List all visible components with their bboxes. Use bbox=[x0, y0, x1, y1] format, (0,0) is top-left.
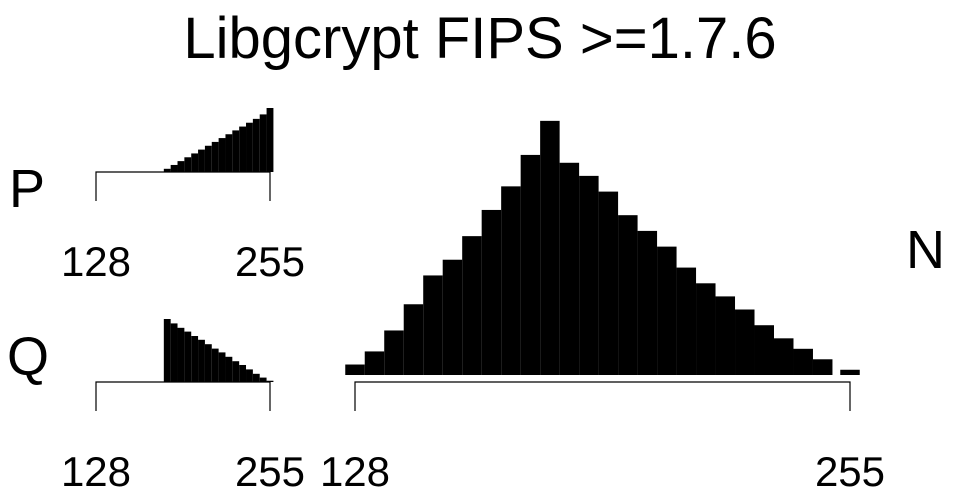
n-bar bbox=[501, 186, 521, 375]
q-bar bbox=[239, 364, 247, 382]
p-axis bbox=[95, 171, 271, 201]
n-bar bbox=[462, 236, 482, 375]
n-bar bbox=[657, 246, 677, 375]
p-bar bbox=[252, 118, 260, 172]
p-bar bbox=[170, 164, 178, 172]
p-bar bbox=[211, 141, 219, 172]
q-panel-label: Q bbox=[7, 327, 49, 387]
p-bar bbox=[177, 161, 185, 172]
n-bar bbox=[540, 120, 560, 375]
p-bar bbox=[218, 138, 226, 172]
q-bar bbox=[191, 336, 199, 382]
q-bar bbox=[177, 327, 185, 382]
n-bar bbox=[598, 191, 619, 375]
n-bar bbox=[520, 154, 541, 375]
p-bar bbox=[184, 157, 192, 172]
q-axis bbox=[95, 381, 271, 411]
n-bar bbox=[637, 230, 658, 375]
q-bar bbox=[225, 356, 233, 382]
q-bar bbox=[218, 352, 226, 382]
p-bar bbox=[198, 149, 205, 172]
n-bar bbox=[696, 283, 716, 375]
n-bar bbox=[754, 325, 774, 375]
q-bar bbox=[246, 369, 253, 382]
p-bar bbox=[232, 130, 240, 172]
n-bar bbox=[345, 364, 365, 375]
n-bar bbox=[364, 351, 385, 375]
p-tick-min: 128 bbox=[61, 238, 131, 285]
n-bar bbox=[618, 215, 638, 375]
n-bar bbox=[423, 275, 443, 375]
n-bar bbox=[840, 369, 860, 375]
n-tick-min: 128 bbox=[320, 448, 390, 495]
q-bar bbox=[163, 319, 171, 382]
p-bar bbox=[239, 126, 247, 172]
q-bar bbox=[170, 323, 178, 382]
q-bar bbox=[232, 361, 240, 382]
p-bar bbox=[191, 153, 199, 172]
p-bar bbox=[163, 168, 171, 172]
n-bar bbox=[676, 267, 697, 375]
n-tick-max: 255 bbox=[815, 448, 885, 495]
p-bar bbox=[259, 114, 267, 172]
n-bar bbox=[579, 175, 599, 375]
q-bar bbox=[198, 339, 205, 382]
n-bar bbox=[735, 309, 755, 375]
n-bar bbox=[793, 348, 813, 375]
p-bar bbox=[225, 134, 233, 172]
q-bar bbox=[259, 377, 267, 382]
n-bar bbox=[812, 359, 833, 375]
n-bar bbox=[715, 296, 736, 375]
q-bar bbox=[184, 331, 192, 382]
p-histogram bbox=[163, 108, 274, 172]
q-histogram bbox=[163, 319, 274, 382]
p-bar bbox=[266, 108, 274, 172]
p-bar bbox=[246, 122, 253, 172]
chart-title: Libgcrypt FIPS >=1.7.6 bbox=[183, 6, 776, 71]
n-bar bbox=[774, 338, 794, 375]
q-bar bbox=[204, 344, 212, 382]
q-bar bbox=[211, 348, 219, 382]
p-panel-label: P bbox=[9, 159, 45, 219]
n-bar bbox=[384, 330, 404, 375]
p-bar bbox=[204, 145, 212, 172]
n-bar bbox=[559, 162, 580, 375]
q-tick-max: 255 bbox=[235, 448, 305, 495]
n-axis bbox=[354, 381, 851, 411]
n-panel-label: N bbox=[906, 220, 945, 280]
q-tick-min: 128 bbox=[61, 448, 131, 495]
p-tick-max: 255 bbox=[235, 238, 305, 285]
n-histogram bbox=[345, 120, 860, 375]
n-bar bbox=[442, 259, 463, 375]
n-bar bbox=[481, 209, 502, 375]
q-bar bbox=[266, 380, 274, 382]
n-bar bbox=[403, 304, 424, 375]
q-bar bbox=[252, 373, 260, 382]
